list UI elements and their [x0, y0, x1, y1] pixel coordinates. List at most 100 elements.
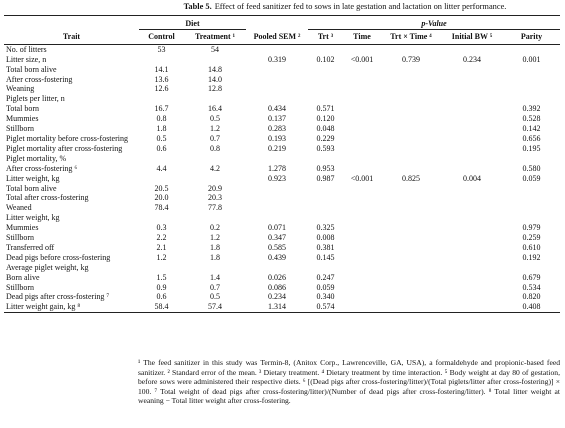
value-cell: 0.439	[268, 252, 286, 262]
table-row: Total born alive 14.1 14.8	[4, 65, 560, 75]
value-cell	[381, 44, 441, 54]
value-cell	[246, 94, 308, 104]
value-cell	[503, 203, 560, 213]
value-cell: 20.3	[208, 193, 222, 203]
value-cell	[381, 292, 441, 302]
value-cell: 0.571	[316, 104, 335, 114]
trait-cell: Stillborn	[6, 124, 35, 134]
value-cell: 0.953	[316, 163, 335, 173]
value-cell	[503, 84, 560, 94]
trait-cell: Total after cross-fostering	[6, 193, 89, 203]
value-cell: 0.825	[402, 173, 420, 183]
value-cell: 0.008	[316, 233, 335, 243]
table-row: Dead pigs after cross-fostering ⁷ 0.6 0.5 0…	[4, 292, 560, 302]
value-cell: 20.0	[154, 193, 169, 203]
value-cell	[343, 203, 381, 213]
value-cell: 0.434	[268, 104, 286, 114]
value-cell	[246, 84, 308, 94]
value-cell	[343, 154, 381, 164]
table-row: No. of litters 53 54	[4, 44, 560, 54]
value-cell	[441, 84, 503, 94]
value-cell	[381, 263, 441, 273]
table-row: Litter weight gain, kg ⁸ 58.4 57.4 1.314 0.5…	[4, 302, 561, 314]
value-cell	[441, 213, 503, 223]
value-cell: 12.6	[154, 84, 169, 94]
value-cell: 0.086	[268, 282, 286, 292]
value-cell: 0.247	[316, 272, 335, 282]
value-cell: 0.656	[522, 133, 541, 143]
value-cell: 0.283	[268, 124, 286, 134]
value-cell	[139, 94, 184, 104]
value-cell: 0.071	[268, 223, 286, 233]
value-cell	[441, 184, 503, 194]
table-row: Litter weight, kg	[4, 213, 560, 223]
value-cell: 0.120	[316, 114, 335, 124]
value-cell: 54	[211, 44, 219, 54]
value-cell	[381, 273, 441, 283]
trait-cell: Total born alive	[6, 183, 57, 193]
value-cell: 0.585	[268, 242, 286, 252]
value-cell: 1.4	[210, 272, 220, 282]
table-row: Litter weight, kg 0.923 0.987 <0.001 0.825 0.…	[4, 174, 560, 184]
value-cell	[441, 154, 503, 164]
value-cell: 20.9	[208, 183, 222, 193]
value-cell	[343, 144, 381, 154]
trait-cell: After cross-fostering ⁶	[6, 163, 78, 173]
value-cell	[381, 253, 441, 263]
value-cell	[441, 283, 503, 293]
value-cell	[308, 154, 343, 164]
table-row: Total born alive 20.5 20.9	[4, 184, 560, 194]
value-cell: 0.219	[268, 143, 286, 153]
value-cell	[139, 174, 184, 184]
value-cell	[343, 193, 381, 203]
value-cell: 58.4	[139, 302, 184, 314]
value-cell: 1.2	[156, 252, 167, 262]
value-cell	[343, 223, 381, 233]
table-row: Piglet mortality, %	[4, 154, 560, 164]
value-cell: 0.9	[156, 282, 167, 292]
value-cell: 1.314	[246, 302, 308, 314]
value-cell: 1.8	[210, 242, 220, 252]
value-cell: 1.278	[268, 163, 286, 173]
value-cell	[343, 94, 381, 104]
spacer	[4, 15, 139, 30]
value-cell	[343, 75, 381, 85]
value-cell	[441, 104, 503, 114]
table-caption: Table 5. Effect of feed sanitizer fed to …	[130, 2, 560, 11]
value-cell	[441, 124, 503, 134]
column-header: Trt ³	[308, 29, 343, 45]
value-cell	[343, 302, 381, 314]
value-cell: 0.610	[522, 242, 541, 252]
value-cell	[139, 154, 184, 164]
value-cell	[503, 263, 560, 273]
value-cell	[381, 302, 441, 314]
value-cell	[381, 124, 441, 134]
value-cell: 77.8	[208, 203, 222, 213]
value-cell: 0.5	[210, 292, 220, 302]
value-cell	[343, 65, 381, 75]
value-cell	[381, 94, 441, 104]
table-row: Dead pigs before cross-fostering 1.2 1.8 0.…	[4, 253, 560, 263]
value-cell: 0.259	[522, 233, 541, 243]
table-row: After cross-fostering 13.6 14.0	[4, 75, 560, 85]
value-cell	[381, 283, 441, 293]
value-cell	[308, 75, 343, 85]
trait-cell: Total born alive	[6, 64, 57, 74]
trait-cell: Litter weight, kg	[6, 213, 60, 223]
column-header: Trt × Time ⁴	[381, 29, 441, 45]
value-cell: 0.325	[316, 223, 335, 233]
trait-cell: Average piglet weight, kg	[6, 262, 89, 272]
value-cell	[441, 114, 503, 124]
table-row: Transferred off 2.1 1.8 0.585 0.381 0.610	[4, 243, 560, 253]
value-cell: 0.145	[316, 252, 335, 262]
group-header: Diet	[139, 15, 246, 30]
value-cell: 0.593	[316, 143, 335, 153]
value-cell	[343, 104, 381, 114]
value-cell: 0.347	[268, 233, 286, 243]
value-cell: 1.2	[210, 233, 220, 243]
trait-cell: Weaned	[6, 203, 32, 213]
trait-cell: Dead pigs after cross-fostering ⁷	[6, 292, 110, 302]
value-cell: 0.192	[522, 252, 541, 262]
value-cell	[184, 154, 246, 164]
